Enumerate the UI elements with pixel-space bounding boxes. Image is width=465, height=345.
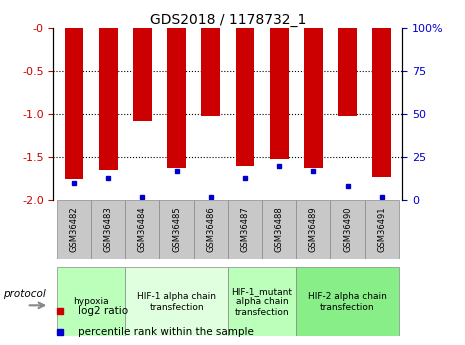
Bar [167,28,186,168]
Bar [65,28,83,179]
Bar [304,28,323,168]
Bar [228,267,296,336]
Text: GSM36488: GSM36488 [275,207,284,252]
Text: HIF-2 alpha chain
transfection: HIF-2 alpha chain transfection [308,292,387,312]
Bar [228,200,262,259]
Bar [133,28,152,121]
Text: protocol: protocol [3,289,46,298]
Text: GSM36490: GSM36490 [343,207,352,252]
Text: percentile rank within the sample: percentile rank within the sample [78,327,254,336]
Bar [125,267,228,336]
Text: GSM36483: GSM36483 [104,207,113,252]
Text: HIF-1_mutant
alpha chain
transfection: HIF-1_mutant alpha chain transfection [232,287,292,317]
Bar [201,28,220,117]
Bar [193,200,228,259]
Bar [236,28,254,166]
Bar [91,200,125,259]
Bar [57,267,125,336]
Title: GDS2018 / 1178732_1: GDS2018 / 1178732_1 [150,12,306,27]
Text: GSM36486: GSM36486 [206,207,215,252]
Text: hypoxia: hypoxia [73,297,109,306]
Bar [372,28,391,177]
Bar [262,200,296,259]
Bar [270,28,289,159]
Text: HIF-1 alpha chain
transfection: HIF-1 alpha chain transfection [137,292,216,312]
Bar [296,267,399,336]
Text: GSM36489: GSM36489 [309,207,318,252]
Bar [365,200,399,259]
Text: GSM36485: GSM36485 [172,207,181,252]
Text: GSM36487: GSM36487 [240,207,249,252]
Text: GSM36484: GSM36484 [138,207,147,252]
Bar [99,28,118,170]
Bar [159,200,193,259]
Bar [338,28,357,116]
Bar [296,200,331,259]
Bar [331,200,365,259]
Text: GSM36482: GSM36482 [69,207,79,252]
Text: log2 ratio: log2 ratio [78,306,128,316]
Text: GSM36491: GSM36491 [377,207,386,252]
Bar [125,200,159,259]
Bar [57,200,91,259]
